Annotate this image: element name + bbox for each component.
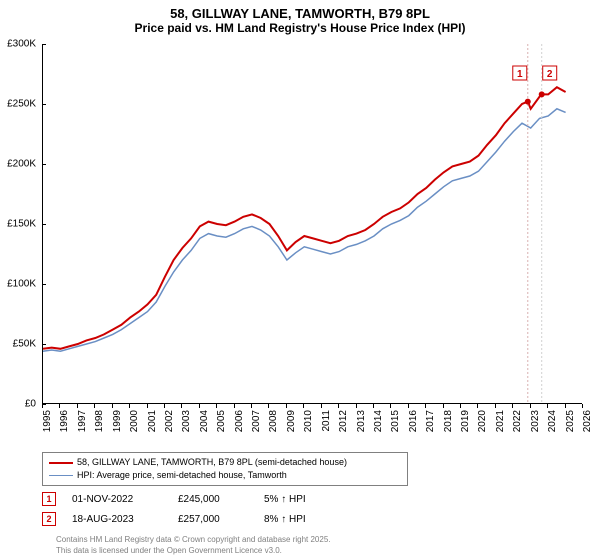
x-tick-label: 2019 <box>460 410 471 440</box>
x-tick-label: 2003 <box>181 410 192 440</box>
marker-date-2: 18-AUG-2023 <box>72 514 162 525</box>
plot-area: 12 <box>42 44 582 404</box>
y-tick-label: £0 <box>0 399 40 410</box>
plot-svg: 12 <box>43 44 583 404</box>
x-tick-label: 2018 <box>443 410 454 440</box>
marker-price-1: £245,000 <box>178 494 248 505</box>
x-tick-label: 2009 <box>286 410 297 440</box>
x-tick-label: 2017 <box>425 410 436 440</box>
svg-text:2: 2 <box>547 69 553 80</box>
marker-row-2: 2 18-AUG-2023 £257,000 8% ↑ HPI <box>42 512 306 526</box>
x-tick-label: 2021 <box>495 410 506 440</box>
footer-line-2: This data is licensed under the Open Gov… <box>56 545 282 556</box>
x-tick-label: 2005 <box>216 410 227 440</box>
chart-title-address: 58, GILLWAY LANE, TAMWORTH, B79 8PL <box>0 6 600 21</box>
x-tick-label: 2004 <box>199 410 210 440</box>
x-tick-label: 1999 <box>112 410 123 440</box>
x-tick-label: 2014 <box>373 410 384 440</box>
x-tick-label: 2000 <box>129 410 140 440</box>
y-tick-label: £100K <box>0 279 40 290</box>
x-tick-label: 1996 <box>59 410 70 440</box>
legend-item-price: 58, GILLWAY LANE, TAMWORTH, B79 8PL (sem… <box>49 456 401 469</box>
y-tick-label: £300K <box>0 39 40 50</box>
y-tick-label: £50K <box>0 339 40 350</box>
x-tick-label: 2013 <box>356 410 367 440</box>
x-tick-label: 2001 <box>147 410 158 440</box>
marker-row-1: 1 01-NOV-2022 £245,000 5% ↑ HPI <box>42 492 306 506</box>
y-tick-label: £200K <box>0 159 40 170</box>
x-tick-label: 1995 <box>42 410 53 440</box>
x-tick-label: 2011 <box>321 410 332 440</box>
x-tick-label: 2002 <box>164 410 175 440</box>
marker-pct-1: 5% ↑ HPI <box>264 494 306 505</box>
x-tick-label: 2022 <box>512 410 523 440</box>
x-tick-label: 2008 <box>268 410 279 440</box>
chart-container: 58, GILLWAY LANE, TAMWORTH, B79 8PL Pric… <box>0 0 600 560</box>
x-tick-label: 2006 <box>234 410 245 440</box>
marker-price-2: £257,000 <box>178 514 248 525</box>
x-tick-label: 1997 <box>77 410 88 440</box>
x-tick-label: 2015 <box>390 410 401 440</box>
x-tick-label: 2026 <box>582 410 593 440</box>
x-tick-label: 1998 <box>94 410 105 440</box>
x-tick-label: 2024 <box>547 410 558 440</box>
x-tick-label: 2012 <box>338 410 349 440</box>
legend-label-price: 58, GILLWAY LANE, TAMWORTH, B79 8PL (sem… <box>77 456 347 469</box>
legend-item-hpi: HPI: Average price, semi-detached house,… <box>49 469 401 482</box>
x-tick-label: 2020 <box>477 410 488 440</box>
legend-label-hpi: HPI: Average price, semi-detached house,… <box>77 469 287 482</box>
title-block: 58, GILLWAY LANE, TAMWORTH, B79 8PL Pric… <box>0 0 600 35</box>
marker-pct-2: 8% ↑ HPI <box>264 514 306 525</box>
marker-date-1: 01-NOV-2022 <box>72 494 162 505</box>
legend-box: 58, GILLWAY LANE, TAMWORTH, B79 8PL (sem… <box>42 452 408 486</box>
marker-badge-2: 2 <box>42 512 56 526</box>
chart-title-desc: Price paid vs. HM Land Registry's House … <box>0 21 600 35</box>
x-tick-label: 2023 <box>530 410 541 440</box>
svg-text:1: 1 <box>517 69 523 80</box>
legend-swatch-price <box>49 462 73 464</box>
x-tick-label: 2010 <box>303 410 314 440</box>
footer-line-1: Contains HM Land Registry data © Crown c… <box>56 534 331 545</box>
x-tick-label: 2025 <box>565 410 576 440</box>
y-tick-label: £250K <box>0 99 40 110</box>
x-tick-label: 2007 <box>251 410 262 440</box>
y-tick-label: £150K <box>0 219 40 230</box>
legend-swatch-hpi <box>49 475 73 477</box>
marker-badge-1: 1 <box>42 492 56 506</box>
x-tick-label: 2016 <box>408 410 419 440</box>
